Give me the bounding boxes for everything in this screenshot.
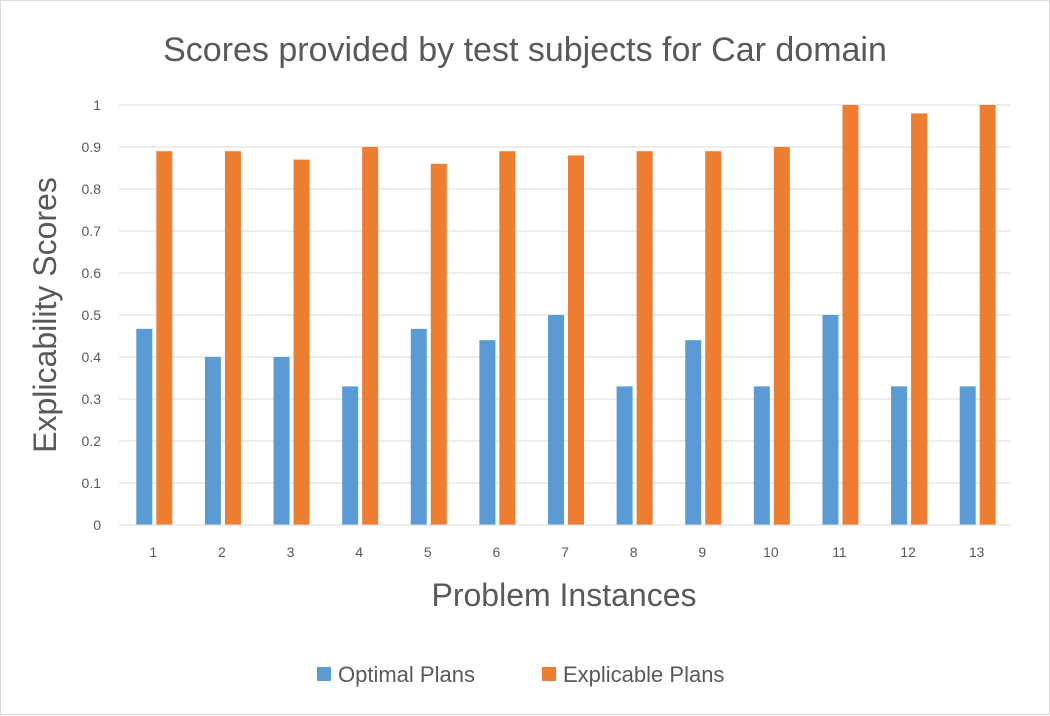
gridlines <box>119 104 1011 484</box>
bar-explicable-plans <box>362 147 379 525</box>
y-tick-label: 0.8 <box>82 181 102 197</box>
bar-optimal-plans <box>548 315 564 525</box>
bar-explicable-plans <box>430 163 447 526</box>
y-tick-label: 0.7 <box>82 223 102 239</box>
y-tick-label: 0.9 <box>82 139 102 155</box>
y-tick-label: 0.5 <box>82 307 102 323</box>
legend: Optimal Plans Explicable Plans <box>317 662 724 687</box>
legend-label: Optimal Plans <box>338 662 475 687</box>
bar-explicable-plans <box>705 151 722 525</box>
y-tick-label: 0 <box>93 517 101 533</box>
x-tick-label: 11 <box>832 544 847 560</box>
x-tick-label: 1 <box>149 544 157 560</box>
bar-optimal-plans <box>479 340 496 525</box>
x-tick-label: 9 <box>698 544 706 560</box>
bars <box>136 105 996 526</box>
bar-explicable-plans <box>224 151 241 525</box>
bar-explicable-plans <box>773 147 790 525</box>
x-tick-label: 10 <box>763 544 779 560</box>
x-tick-label: 6 <box>492 544 500 560</box>
y-tick-label: 0.6 <box>82 265 102 281</box>
x-tick-label: 8 <box>630 544 638 560</box>
x-tick-label: 3 <box>287 544 295 560</box>
bar-explicable-plans <box>911 113 928 526</box>
x-tick-label: 2 <box>218 544 226 560</box>
bar-explicable-plans <box>842 105 859 525</box>
bar-optimal-plans <box>959 386 976 525</box>
x-tick-label: 5 <box>424 544 432 560</box>
bar-explicable-plans <box>293 159 310 525</box>
bar-optimal-plans <box>891 386 908 525</box>
bar-explicable-plans <box>979 105 996 525</box>
bar-optimal-plans <box>616 386 633 525</box>
y-tick-label: 0.1 <box>82 475 102 491</box>
bar-explicable-plans <box>568 155 584 525</box>
bar-explicable-plans <box>156 151 173 525</box>
bar-optimal-plans <box>204 357 221 525</box>
bar-optimal-plans <box>685 340 702 525</box>
bar-explicable-plans <box>636 151 653 525</box>
x-tick-label: 12 <box>900 544 916 560</box>
x-axis-ticks: 1 2 3 4 5 6 7 8 9 10 11 12 13 <box>149 544 984 560</box>
x-tick-label: 4 <box>355 544 363 560</box>
y-tick-label: 0.2 <box>82 433 102 449</box>
y-axis-title: Explicability Scores <box>27 177 63 453</box>
bar-explicable-plans <box>499 151 516 525</box>
legend-swatch <box>542 667 556 681</box>
chart-title: Scores provided by test subjects for Car… <box>163 31 887 69</box>
bar-optimal-plans <box>410 328 427 525</box>
y-axis-ticks: 0 0.1 0.2 0.3 0.4 0.5 0.6 0.7 0.8 0.9 1 <box>82 97 102 533</box>
bar-optimal-plans <box>342 386 359 525</box>
legend-swatch <box>317 667 331 681</box>
bar-optimal-plans <box>822 315 839 525</box>
bar-optimal-plans <box>136 328 153 525</box>
bar-optimal-plans <box>273 357 290 525</box>
y-tick-label: 0.3 <box>82 391 102 407</box>
y-tick-label: 1 <box>93 97 101 113</box>
x-tick-label: 13 <box>969 544 985 560</box>
bar-optimal-plans <box>753 386 770 525</box>
legend-label: Explicable Plans <box>563 662 724 687</box>
x-tick-label: 7 <box>561 544 569 560</box>
x-axis-title: Problem Instances <box>431 577 696 613</box>
y-tick-label: 0.4 <box>82 349 102 365</box>
